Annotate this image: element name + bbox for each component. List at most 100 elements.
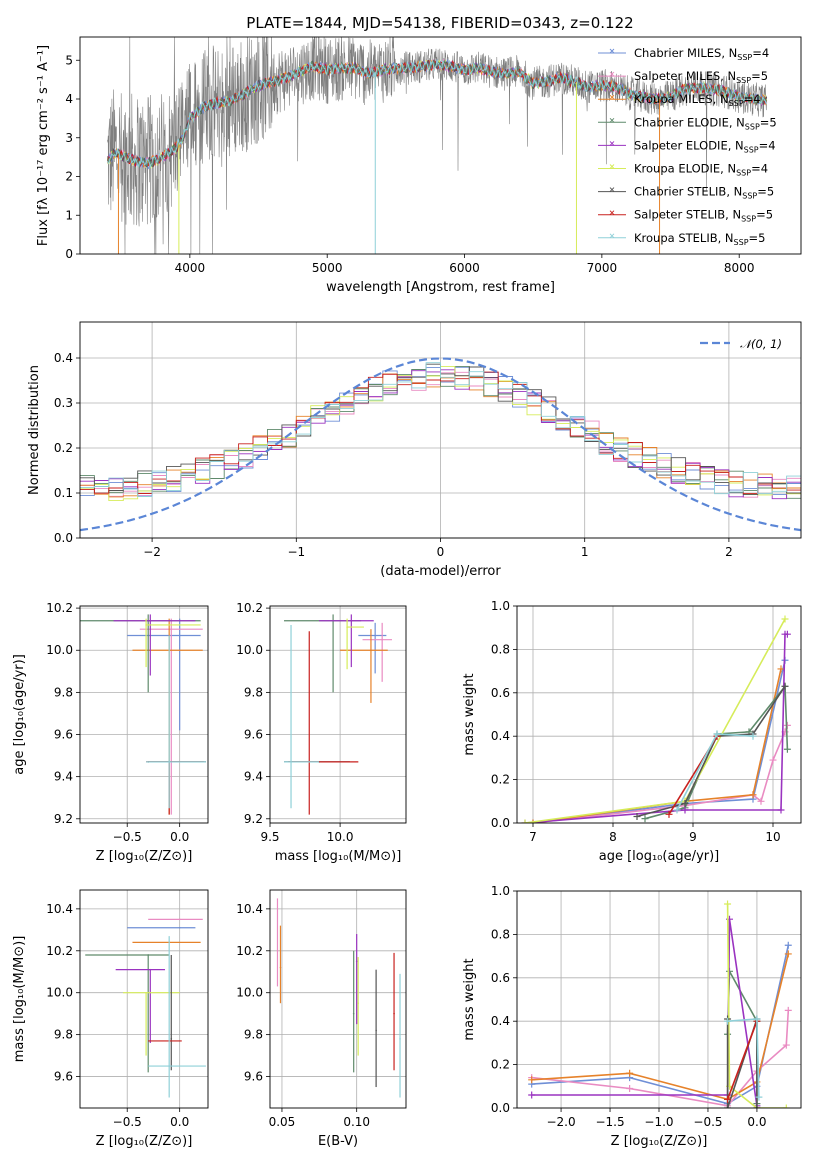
y-tick-label: 9.6 [244,1070,263,1084]
legend-entry: Chabrier MILES, NSSP=4 [634,46,769,62]
grid [80,322,801,539]
x-axis-label: E(B-V) [318,1134,358,1149]
series-marker [724,900,732,908]
data-point [393,1012,395,1015]
series-marker [781,682,789,690]
figure-title: PLATE=1844, MJD=54138, FIBERID=0343, z=0… [246,14,633,32]
x-axis-label: mass [log₁₀(M/M⊙)] [275,849,402,864]
y-tick-label: 0.0 [491,816,510,830]
x-axis-label: (data-model)/error [380,564,501,579]
series-marker [749,732,757,740]
x-tick-label: −2.0 [546,1115,575,1129]
plot-content [80,357,801,532]
series-marker [777,806,785,814]
y-axis-label: Normed distribution [27,365,42,495]
data-point [178,918,181,921]
legend-marker [609,233,615,239]
y-tick-label: 0.1 [54,486,73,500]
x-tick-label: −1 [287,545,305,559]
x-tick-label: 7000 [587,261,618,275]
series-marker [781,615,789,623]
series-marker [769,756,777,764]
series-marker [783,630,791,638]
legend-marker [609,210,615,216]
axes-frame [516,890,802,1109]
plot-content [284,614,392,815]
legend-marker [609,94,615,100]
series-marker [784,941,792,949]
x-axis-label: Z [log₁₀(Z/Z⊙)] [96,849,193,864]
legend: 𝒩(0, 1) [700,337,782,351]
series-marker [749,791,757,799]
data-point [145,624,147,626]
series-marker [528,1076,536,1084]
axes-frame [79,889,209,1109]
series-line [726,903,787,1108]
y-tick-label: 0.2 [491,773,510,787]
data-point [168,761,170,763]
legend-marker [609,187,615,192]
series-marker [529,819,537,823]
plot-age_vs_mass: 9.5 10.0 9.2 9.4 9.6 9.8 10.0 10.2 mass [log₁₀(M… [236,601,407,864]
data-point [170,628,173,630]
axes-frame [516,605,802,824]
x-tick-label: 2 [725,545,733,559]
y-tick-label: 4 [65,92,73,106]
x-tick-label: 7 [529,830,537,844]
y-tick-label: 0.4 [491,1014,510,1028]
series-marker [633,812,641,820]
y-tick-label: 0.3 [54,396,73,410]
x-tick-label: 4000 [175,261,206,275]
data-point [149,968,152,971]
y-tick-label: 2 [65,170,73,184]
data-point [145,991,147,994]
x-tick-label: 9 [689,830,697,844]
y-tick-label: 0.2 [54,441,73,455]
series-marker [713,730,721,738]
legend-entry: Chabrier STELIB, NSSP=5 [634,185,774,201]
legend-entry: Chabrier ELODIE, NSSP=5 [634,115,777,131]
series-line [532,725,789,823]
plot-massweight_vs_age: 7 8 9 10 0.0 0.2 0.4 0.6 0.8 1.0 age [log₁₀(age/yr… [462,599,802,864]
histogram-step [80,371,801,494]
grid [80,606,208,823]
x-tick-label: 8000 [724,261,755,275]
plot-mass_vs_Z: −0.5 0.0 9.6 9.8 10.0 10.2 10.4 Z [log₁₀(Z/Z⊙)]… [12,889,209,1149]
grid [517,605,801,824]
data-point [170,1038,173,1040]
series-line [531,953,790,1101]
series-marker [521,819,529,823]
y-tick-label: 0.8 [491,927,510,941]
axes-frame-group: 4000 5000 6000 7000 8000 0 1 2 3 4 5 wavelength [An… [36,36,802,295]
data-point [352,1012,355,1015]
axes-frame-group: −0.5 0.0 9.2 9.4 9.6 9.8 10.0 10.2 Z [log₁₀(Z/Z⊙… [12,601,209,864]
data-point [370,649,372,652]
y-tick-label: 9.6 [54,728,73,742]
series-marker [681,799,689,807]
y-tick-label: 9.2 [244,812,263,826]
y-tick-label: 0.8 [491,642,510,656]
y-tick-label: 10.2 [236,944,263,958]
legend-marker [609,141,615,146]
x-tick-label: 0.05 [269,1115,296,1129]
data-point [357,1002,359,1004]
x-tick-label: −0.5 [113,1115,142,1129]
histogram-step [80,362,801,497]
data-point [290,761,292,763]
x-tick-label: −0.5 [113,830,142,844]
data-point [355,960,358,963]
y-tick-label: 9.8 [244,685,263,699]
y-tick-label: 0.0 [491,1101,510,1115]
grid [80,890,208,1108]
y-tick-label: 10.0 [46,986,73,1000]
legend-entry: Salpeter ELODIE, NSSP=4 [634,138,776,154]
plot-content [85,918,206,1098]
series-marker [777,665,785,673]
series-marker [753,1104,761,1108]
x-tick-label: 1 [581,545,589,559]
y-axis-label: age [log₁₀(age/yr)] [12,654,27,775]
axes-frame-group: −2 −1 0 1 2 0.0 0.1 0.2 0.3 0.4 (data-model)/error… [27,321,802,579]
axes-frame [79,605,209,824]
axes-frame-group: 7 8 9 10 0.0 0.2 0.4 0.6 0.8 1.0 age [log₁₀(age/yr… [462,599,802,864]
series-marker [626,1069,634,1077]
